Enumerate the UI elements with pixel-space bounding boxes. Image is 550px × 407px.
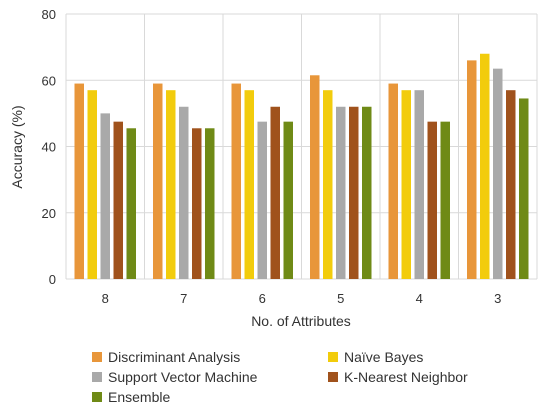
x-axis-label: No. of Attributes	[251, 313, 351, 329]
legend-label: Naïve Bayes	[344, 349, 424, 365]
x-tick-label: 3	[494, 291, 501, 306]
legend-item: Support Vector Machine	[92, 368, 328, 386]
bar	[323, 90, 333, 279]
y-tick-label: 0	[49, 272, 56, 287]
legend-label: Ensemble	[108, 389, 171, 405]
x-tick-label: 5	[337, 291, 344, 306]
y-axis-label: Accuracy (%)	[9, 105, 25, 188]
bar	[153, 83, 163, 279]
legend-item: Ensemble	[92, 388, 328, 406]
legend-item: K-Nearest Neighbor	[328, 368, 508, 386]
bar	[336, 106, 346, 279]
bar	[427, 121, 437, 279]
x-tick-label: 8	[102, 291, 109, 306]
bar	[244, 90, 254, 279]
legend-label: K-Nearest Neighbor	[344, 369, 468, 385]
bar	[362, 106, 372, 279]
legend-swatch	[92, 352, 102, 362]
bar	[519, 98, 529, 279]
bar	[401, 90, 411, 279]
bar	[257, 121, 267, 279]
legend-label: Discriminant Analysis	[108, 349, 241, 365]
bar	[270, 106, 280, 279]
legend-swatch	[92, 372, 102, 382]
legend-item: Naïve Bayes	[328, 348, 508, 366]
x-tick-label: 7	[180, 291, 187, 306]
bar	[74, 83, 84, 279]
x-tick-label: 4	[416, 291, 423, 306]
bar	[283, 121, 293, 279]
y-tick-label: 60	[42, 73, 56, 88]
x-tick-labels: 8 7 6 5 4 3	[102, 291, 502, 306]
legend-swatch	[92, 392, 102, 402]
legend-swatch	[328, 372, 338, 382]
bar	[192, 128, 202, 279]
bar	[87, 90, 97, 279]
bar	[414, 90, 424, 279]
bar	[467, 60, 477, 279]
bar	[126, 128, 136, 279]
y-tick-label: 80	[42, 7, 56, 22]
bar	[179, 106, 189, 279]
legend-item: Discriminant Analysis	[92, 348, 328, 366]
bar	[506, 90, 516, 279]
legend: Discriminant Analysis Naïve Bayes Support …	[92, 348, 512, 406]
y-tick-labels: 0 20 40 60 80	[42, 7, 56, 287]
bar	[388, 83, 398, 279]
legend-swatch	[328, 352, 338, 362]
bar	[440, 121, 450, 279]
bar	[113, 121, 123, 279]
bar	[205, 128, 215, 279]
y-tick-label: 20	[42, 206, 56, 221]
bar	[310, 75, 320, 279]
bar	[349, 106, 359, 279]
bars	[74, 53, 529, 279]
x-tick-label: 6	[259, 291, 266, 306]
legend-label: Support Vector Machine	[108, 369, 258, 385]
bar	[493, 68, 503, 279]
y-tick-label: 40	[42, 140, 56, 155]
bar	[100, 113, 110, 279]
bar	[166, 90, 176, 279]
bar	[231, 83, 241, 279]
bar	[480, 53, 490, 279]
gridlines	[65, 13, 538, 280]
